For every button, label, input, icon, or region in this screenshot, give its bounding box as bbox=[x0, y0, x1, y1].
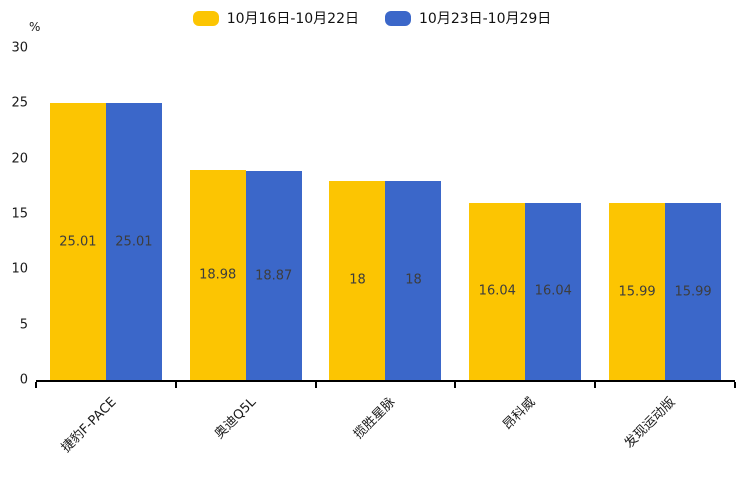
bar-pair: 15.99 15.99 bbox=[609, 203, 722, 380]
x-category-label: 发现运动版 bbox=[621, 394, 679, 452]
bar-series2: 15.99 bbox=[665, 203, 722, 380]
y-tick-label: 10 bbox=[11, 261, 28, 277]
bar-pair: 16.04 16.04 bbox=[469, 202, 582, 380]
bar-value-label: 18.98 bbox=[199, 267, 237, 283]
x-category-label: 奥迪Q5L bbox=[211, 394, 260, 443]
bar-value-label: 25.01 bbox=[59, 234, 97, 250]
x-axis-tick bbox=[174, 382, 177, 388]
bar-group: 18 18 揽胜星脉 bbox=[314, 48, 456, 442]
bar-value-label: 18 bbox=[405, 272, 422, 288]
x-category-label: 捷豹F-PACE bbox=[58, 394, 120, 456]
y-tick-label: 25 bbox=[11, 95, 28, 111]
x-axis-tick bbox=[454, 382, 457, 388]
bar-pair: 18.98 18.87 bbox=[189, 169, 302, 380]
y-tick-label: 5 bbox=[19, 317, 28, 333]
y-tick-label: 0 bbox=[19, 372, 28, 388]
bar-series2: 25.01 bbox=[105, 103, 162, 380]
x-axis-tick bbox=[35, 382, 37, 388]
legend-label-week1: 10月16日-10月22日 bbox=[226, 11, 359, 27]
legend-swatch-week2 bbox=[385, 10, 411, 26]
bar-value-label: 25.01 bbox=[115, 234, 153, 250]
bar-value-label: 16.04 bbox=[478, 283, 516, 299]
x-category-label: 揽胜星脉 bbox=[351, 394, 399, 443]
bar-pair: 25.01 25.01 bbox=[49, 103, 162, 380]
bar-group: 25.01 25.01 捷豹F-PACE bbox=[35, 48, 176, 456]
legend: 10月16日-10月22日 10月23日-10月29日 bbox=[0, 8, 744, 28]
bar-series1: 15.99 bbox=[609, 203, 666, 380]
bar-series1: 16.04 bbox=[469, 202, 526, 380]
legend-item-week1: 10月16日-10月22日 bbox=[192, 8, 359, 28]
x-category-label: 昂科威 bbox=[500, 394, 539, 434]
bar-pair: 18 18 bbox=[329, 180, 442, 380]
bar-series2: 16.04 bbox=[525, 202, 582, 380]
bar-series2: 18.87 bbox=[245, 171, 302, 380]
bar-group: 16.04 16.04 昂科威 bbox=[454, 48, 595, 433]
legend-item-week2: 10月23日-10月29日 bbox=[385, 8, 551, 28]
y-axis-unit-label: % bbox=[29, 20, 41, 34]
y-tick-label: 20 bbox=[11, 151, 28, 167]
bar-series1: 18 bbox=[329, 180, 386, 380]
x-axis-tick bbox=[594, 382, 597, 388]
bar-value-label: 18 bbox=[349, 272, 366, 288]
bar-series2: 18 bbox=[385, 180, 442, 380]
x-axis-tick bbox=[734, 382, 736, 388]
bar-group: 15.99 15.99 发现运动版 bbox=[594, 48, 735, 451]
plot-area: 25.01 25.01 捷豹F-PACE 18.98 18.87 奥迪Q5L 18 18 揽胜星… bbox=[35, 48, 736, 456]
x-axis-tick bbox=[314, 382, 317, 388]
legend-label-week2: 10月23日-10月29日 bbox=[419, 11, 552, 27]
x-axis-line bbox=[36, 380, 735, 382]
bar-series1: 18.98 bbox=[189, 169, 246, 380]
y-tick-label: 15 bbox=[11, 206, 28, 222]
bar-series1: 25.01 bbox=[49, 103, 106, 380]
bar-group: 18.98 18.87 奥迪Q5L bbox=[174, 48, 316, 442]
y-axis: 0 5 10 15 20 25 30 bbox=[0, 41, 30, 388]
bar-value-label: 16.04 bbox=[534, 283, 572, 299]
bar-value-label: 15.99 bbox=[618, 284, 656, 300]
y-tick-label: 30 bbox=[11, 40, 28, 56]
bar-value-label: 18.87 bbox=[255, 268, 293, 284]
bar-value-label: 15.99 bbox=[674, 284, 712, 300]
legend-swatch-week1 bbox=[192, 10, 219, 26]
